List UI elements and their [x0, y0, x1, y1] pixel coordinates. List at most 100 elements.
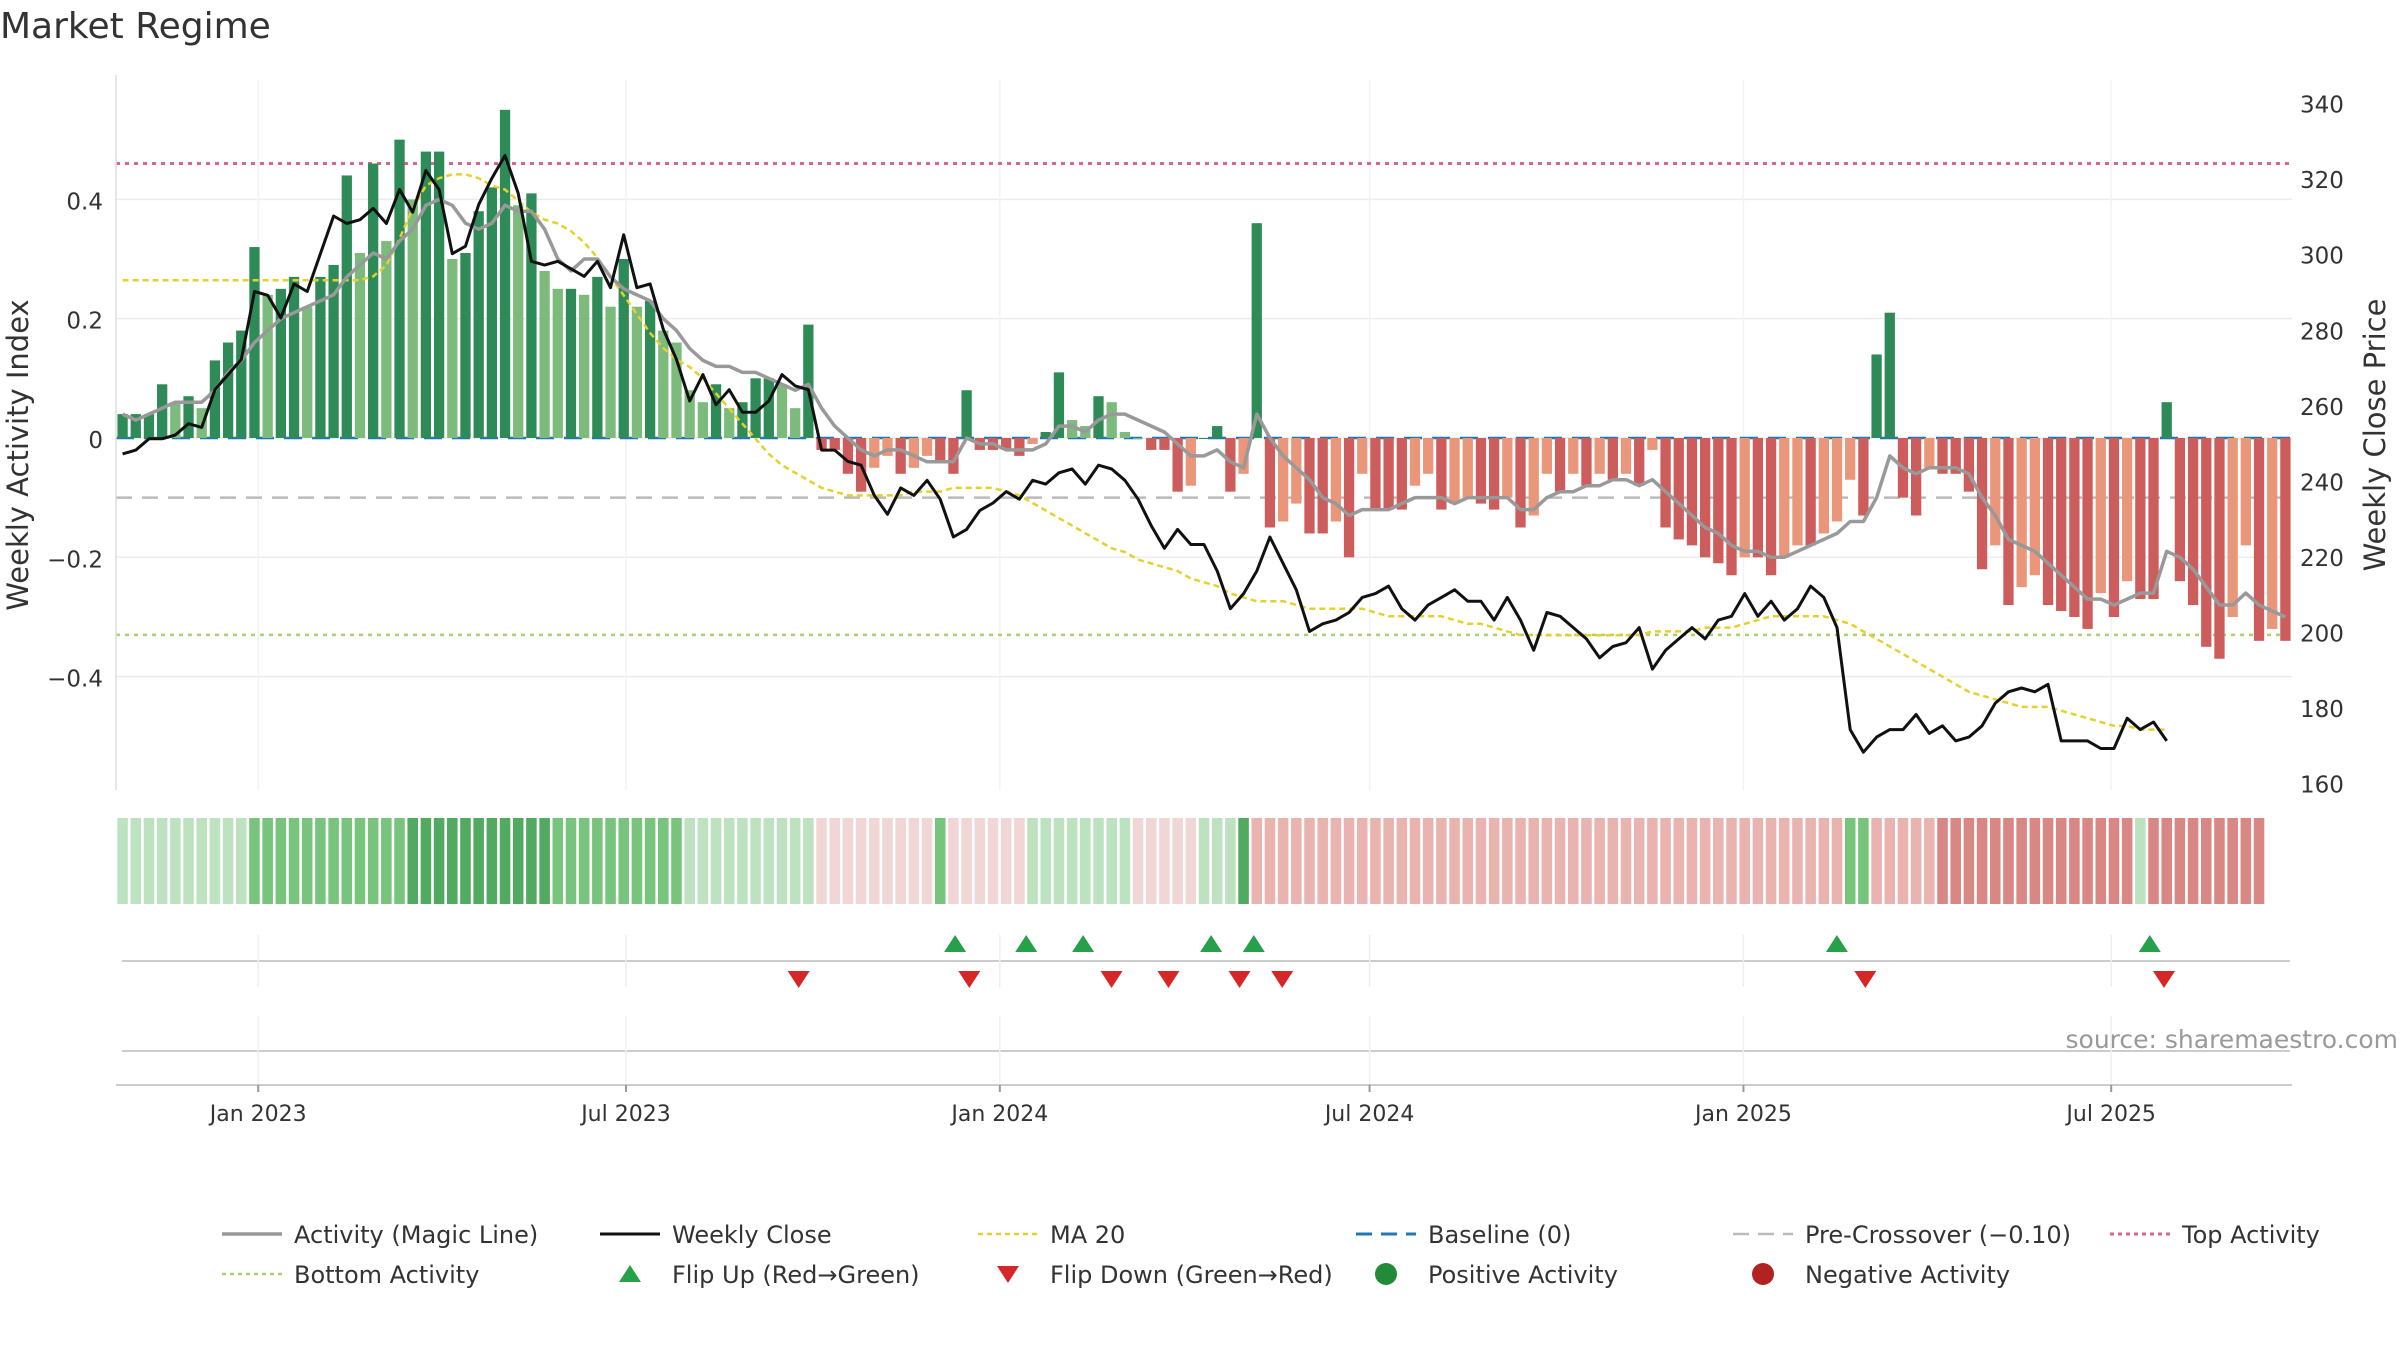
activity-bar	[710, 384, 722, 438]
legend-label: Negative Activity	[1805, 1261, 2010, 1289]
reference-lines	[116, 162, 2292, 637]
flip-up-marker	[2138, 935, 2161, 952]
regime-cell	[1343, 818, 1355, 904]
regime-cell	[684, 818, 695, 904]
activity-bar	[539, 270, 550, 438]
activity-bar	[1805, 437, 1816, 546]
activity-bar	[2056, 437, 2067, 612]
regime-cell	[2082, 818, 2093, 904]
regime-cell	[605, 818, 616, 904]
regime-cell	[2108, 818, 2120, 904]
activity-bar	[552, 288, 563, 438]
activity-bar	[1911, 437, 1922, 516]
activity-bar	[1132, 437, 1144, 439]
regime-cell	[341, 818, 353, 904]
regime-cell	[1356, 818, 1368, 904]
activity-bar	[433, 151, 445, 438]
activity-bar	[1568, 437, 1579, 474]
regime-cell	[710, 818, 722, 904]
flip-up-marker	[1015, 935, 1038, 952]
regime-cell	[1225, 818, 1236, 904]
regime-cell	[789, 818, 801, 904]
activity-bar	[1963, 437, 1975, 492]
activity-bar	[1937, 437, 1948, 474]
regime-cell	[2187, 818, 2199, 904]
regime-cell	[1884, 818, 1896, 904]
activity-bar	[1620, 437, 1632, 474]
regime-cell	[1515, 818, 1526, 904]
activity-bar	[1146, 437, 1157, 450]
right-tick-label: 180	[2300, 697, 2344, 723]
regime-cell	[1831, 818, 1843, 904]
activity-bar	[2108, 437, 2120, 617]
activity-bar	[117, 414, 128, 438]
activity-bar	[1752, 437, 1764, 558]
activity-bar	[236, 330, 247, 438]
regime-cell	[1818, 818, 1830, 904]
regime-cell	[1436, 818, 1447, 904]
legend-label: Activity (Magic Line)	[294, 1221, 538, 1249]
regime-cell	[2029, 818, 2041, 904]
regime-cell	[1699, 818, 1711, 904]
activity-bar	[1634, 437, 1645, 486]
regime-cell	[130, 818, 142, 904]
regime-cell	[2174, 818, 2186, 904]
regime-cell	[2253, 818, 2265, 904]
regime-cell	[644, 818, 656, 904]
activity-bar	[2095, 437, 2106, 594]
regime-cell	[1291, 818, 1302, 904]
regime-cell	[222, 818, 234, 904]
legend-item: Flip Up (Red→Green)	[619, 1261, 920, 1289]
regime-cell	[2214, 818, 2225, 904]
regime-cell	[526, 818, 537, 904]
activity-bar	[1950, 437, 1961, 474]
left-tick-label: 0.2	[66, 309, 103, 335]
activity-bar	[935, 437, 946, 462]
left-tick-label: 0	[88, 428, 103, 454]
regime-cell	[1396, 818, 1408, 904]
activity-bar	[1291, 437, 1302, 504]
legend-item: Pre-Crossover (−0.10)	[1733, 1221, 2071, 1249]
left-tick-label: 0.4	[66, 189, 103, 215]
regime-cell	[1488, 818, 1500, 904]
regime-cell	[2016, 818, 2027, 904]
activity-bar	[1726, 437, 1737, 576]
legend-label: Flip Down (Green→Red)	[1050, 1261, 1333, 1289]
activity-bar	[460, 253, 471, 438]
activity-bar	[1251, 223, 1262, 438]
regime-cell	[618, 818, 630, 904]
flip-up-marker	[1072, 935, 1095, 952]
activity-bar	[684, 390, 695, 438]
activity-bar	[2267, 437, 2278, 629]
regime-cell	[1000, 818, 1012, 904]
regime-cell	[1805, 818, 1816, 904]
regime-cell	[1185, 818, 1197, 904]
activity-bar	[407, 199, 418, 438]
regime-cell	[908, 818, 920, 904]
regime-cell	[1660, 818, 1671, 904]
regime-cell	[1330, 818, 1342, 904]
regime-cell	[1541, 818, 1553, 904]
activity-bar	[2122, 437, 2133, 582]
regime-cell	[592, 818, 603, 904]
regime-cell	[1581, 818, 1592, 904]
regime-cell	[1198, 818, 1210, 904]
activity-bar	[1924, 437, 1935, 468]
regime-cell	[315, 818, 326, 904]
legend-label: Bottom Activity	[294, 1261, 479, 1289]
regime-cell	[539, 818, 550, 904]
regime-cell	[1726, 818, 1737, 904]
regime-cell	[1910, 818, 1922, 904]
activity-bar	[1277, 437, 1289, 522]
legend-item: MA 20	[978, 1221, 1125, 1249]
x-tick-label: Jan 2023	[208, 1102, 307, 1127]
regime-cell	[196, 818, 207, 904]
left-tick-label: −0.2	[47, 547, 103, 573]
regime-cell	[1080, 818, 1091, 904]
activity-bar	[750, 378, 761, 438]
activity-bar	[1673, 437, 1684, 540]
regime-cell	[1145, 818, 1157, 904]
regime-cell	[499, 818, 511, 904]
regime-cell	[288, 818, 300, 904]
regime-cell	[934, 818, 946, 904]
